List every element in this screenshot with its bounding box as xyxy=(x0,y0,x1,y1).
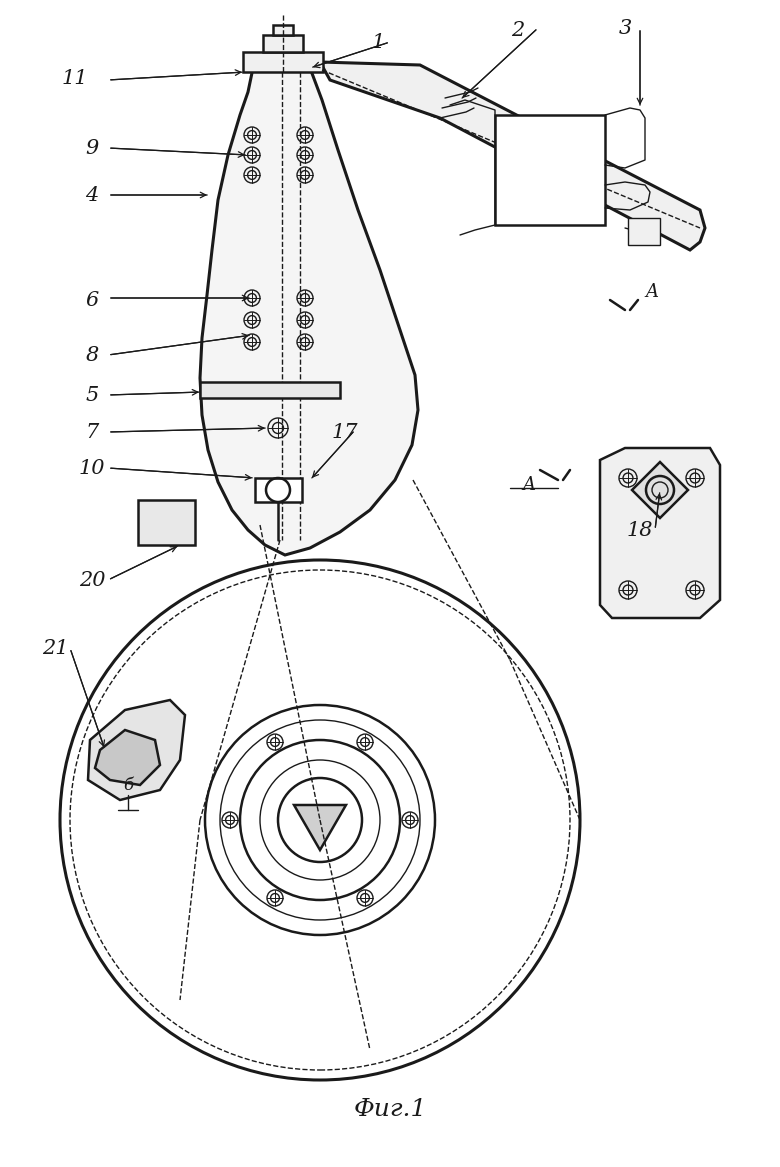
Text: 10: 10 xyxy=(79,459,105,477)
Polygon shape xyxy=(294,805,346,850)
Text: 17: 17 xyxy=(332,422,358,441)
Text: 8: 8 xyxy=(85,345,98,364)
Polygon shape xyxy=(255,478,302,502)
Polygon shape xyxy=(263,35,303,53)
Polygon shape xyxy=(200,382,340,398)
Text: 18: 18 xyxy=(627,520,654,539)
Text: 20: 20 xyxy=(79,571,105,589)
Text: 1: 1 xyxy=(371,33,385,51)
Polygon shape xyxy=(138,499,195,545)
Polygon shape xyxy=(95,731,160,785)
Text: 6: 6 xyxy=(85,291,98,309)
Text: 3: 3 xyxy=(619,19,632,37)
Polygon shape xyxy=(273,25,293,35)
Text: A: A xyxy=(645,284,658,301)
Text: 7: 7 xyxy=(85,422,98,441)
Polygon shape xyxy=(243,53,323,72)
Text: Фиг.1: Фиг.1 xyxy=(353,1098,427,1121)
Text: 4: 4 xyxy=(85,186,98,204)
Text: A: A xyxy=(522,476,535,494)
Polygon shape xyxy=(628,218,660,245)
Polygon shape xyxy=(320,62,705,250)
Text: 9: 9 xyxy=(85,139,98,158)
Text: 11: 11 xyxy=(62,69,88,88)
Polygon shape xyxy=(200,68,418,555)
Polygon shape xyxy=(632,462,688,518)
Text: 5: 5 xyxy=(85,385,98,405)
Text: 2: 2 xyxy=(512,21,525,40)
Polygon shape xyxy=(495,116,605,225)
Text: б: б xyxy=(123,777,133,794)
Polygon shape xyxy=(600,448,720,619)
Text: 21: 21 xyxy=(42,638,69,657)
Polygon shape xyxy=(88,700,185,801)
